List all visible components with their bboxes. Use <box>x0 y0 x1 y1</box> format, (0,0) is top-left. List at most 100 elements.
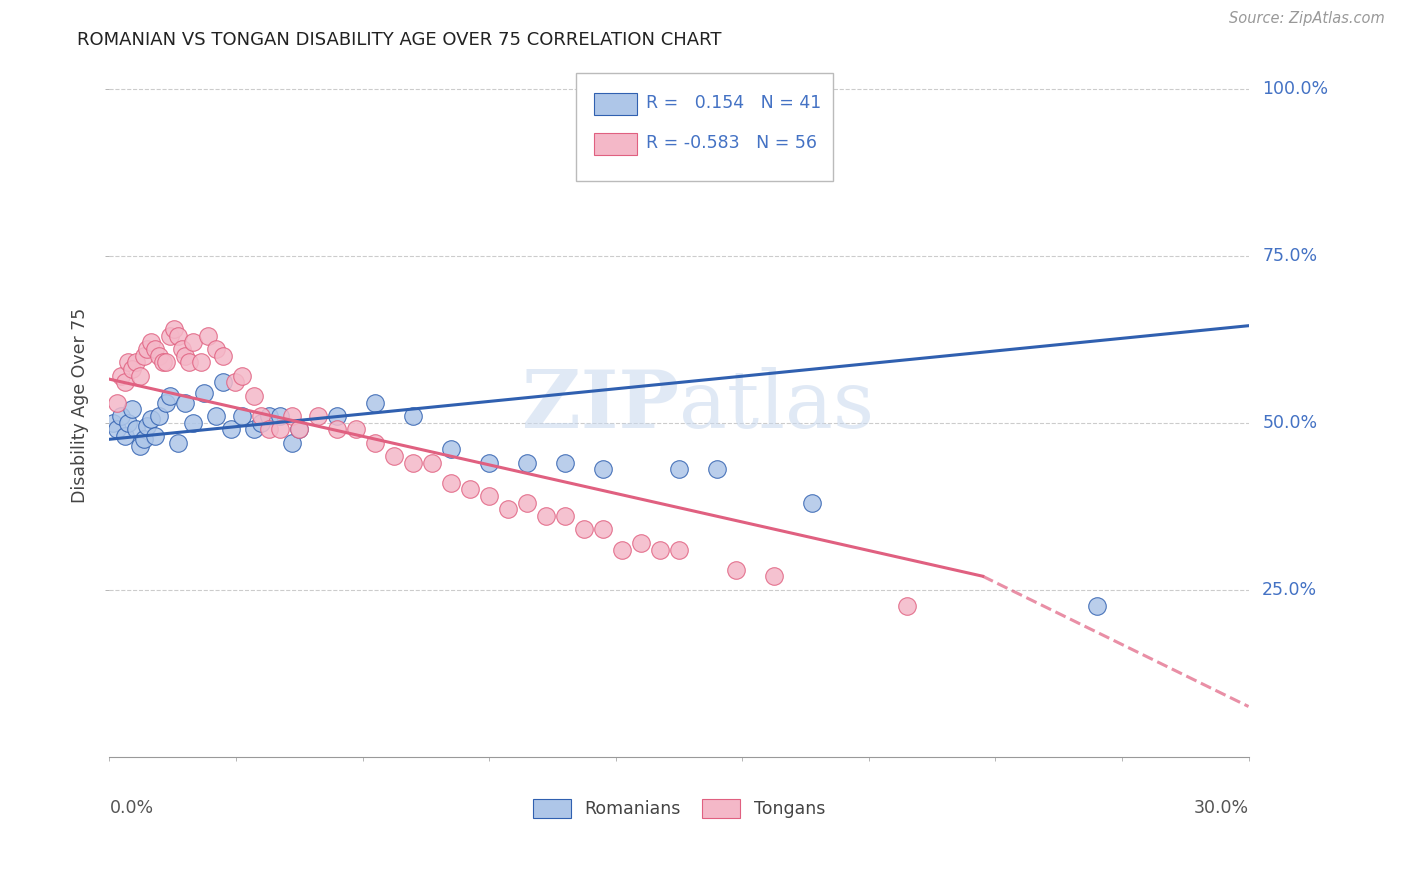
Point <box>668 462 690 476</box>
Point <box>242 389 264 403</box>
Point <box>163 322 186 336</box>
Point <box>554 456 576 470</box>
Point <box>668 542 690 557</box>
Text: 75.0%: 75.0% <box>1263 246 1317 265</box>
Point <box>174 349 197 363</box>
Point <box>554 509 576 524</box>
Bar <box>593 133 637 155</box>
Point <box>174 395 197 409</box>
Point <box>212 376 235 390</box>
Point <box>166 328 188 343</box>
Point <box>269 422 291 436</box>
Point <box>592 462 614 476</box>
Point <box>125 422 148 436</box>
Bar <box>593 93 637 115</box>
FancyBboxPatch shape <box>576 72 832 181</box>
Point <box>190 355 212 369</box>
Point <box>307 409 329 423</box>
Point <box>179 355 201 369</box>
Point <box>440 475 463 490</box>
Point <box>159 389 181 403</box>
Point <box>136 342 159 356</box>
Point <box>420 456 443 470</box>
Point <box>121 402 143 417</box>
Text: Source: ZipAtlas.com: Source: ZipAtlas.com <box>1229 11 1385 26</box>
Point <box>110 409 132 423</box>
Point <box>114 376 136 390</box>
Point <box>610 542 633 557</box>
Point <box>114 429 136 443</box>
Point <box>197 328 219 343</box>
Point <box>143 342 166 356</box>
Point <box>288 422 311 436</box>
Point <box>132 349 155 363</box>
Point <box>382 449 405 463</box>
Point <box>534 509 557 524</box>
Point <box>101 416 124 430</box>
Point <box>344 422 367 436</box>
Point <box>516 456 538 470</box>
Point <box>105 422 128 436</box>
Point <box>250 416 273 430</box>
Point <box>800 496 823 510</box>
Point <box>496 502 519 516</box>
Point <box>132 432 155 446</box>
Point <box>121 362 143 376</box>
Legend: Romanians, Tongans: Romanians, Tongans <box>526 792 832 825</box>
Point <box>155 395 177 409</box>
Point <box>110 368 132 383</box>
Point <box>166 435 188 450</box>
Point <box>231 409 253 423</box>
Text: 0.0%: 0.0% <box>110 798 153 817</box>
Point <box>648 542 671 557</box>
Point <box>231 368 253 383</box>
Point <box>181 335 204 350</box>
Point <box>288 422 311 436</box>
Point <box>592 523 614 537</box>
Point <box>148 409 170 423</box>
Point <box>141 412 163 426</box>
Point <box>181 416 204 430</box>
Point <box>136 418 159 433</box>
Point <box>212 349 235 363</box>
Point <box>478 489 501 503</box>
Point <box>1085 599 1108 614</box>
Point <box>125 355 148 369</box>
Y-axis label: Disability Age Over 75: Disability Age Over 75 <box>72 309 89 503</box>
Text: ROMANIAN VS TONGAN DISABILITY AGE OVER 75 CORRELATION CHART: ROMANIAN VS TONGAN DISABILITY AGE OVER 7… <box>77 31 721 49</box>
Point <box>155 355 177 369</box>
Point <box>128 368 150 383</box>
Point <box>257 409 280 423</box>
Point <box>193 385 215 400</box>
Point <box>204 342 226 356</box>
Point <box>402 456 425 470</box>
Point <box>364 435 387 450</box>
Point <box>242 422 264 436</box>
Text: 100.0%: 100.0% <box>1263 79 1329 97</box>
Point <box>516 496 538 510</box>
Point <box>630 536 652 550</box>
Point <box>148 349 170 363</box>
Point <box>117 416 139 430</box>
Text: atlas: atlas <box>679 367 875 445</box>
Point <box>458 483 481 497</box>
Point <box>440 442 463 457</box>
Point <box>402 409 425 423</box>
Point <box>326 422 349 436</box>
Point <box>219 422 242 436</box>
Point <box>762 569 785 583</box>
Point <box>224 376 246 390</box>
Text: ZIP: ZIP <box>522 367 679 445</box>
Point <box>706 462 728 476</box>
Point <box>572 523 595 537</box>
Point <box>478 456 501 470</box>
Text: R =   0.154   N = 41: R = 0.154 N = 41 <box>645 94 821 112</box>
Text: R = -0.583   N = 56: R = -0.583 N = 56 <box>645 134 817 152</box>
Point <box>105 395 128 409</box>
Point <box>364 395 387 409</box>
Point <box>326 409 349 423</box>
Point <box>204 409 226 423</box>
Point <box>280 409 302 423</box>
Text: 50.0%: 50.0% <box>1263 414 1317 432</box>
Point <box>280 435 302 450</box>
